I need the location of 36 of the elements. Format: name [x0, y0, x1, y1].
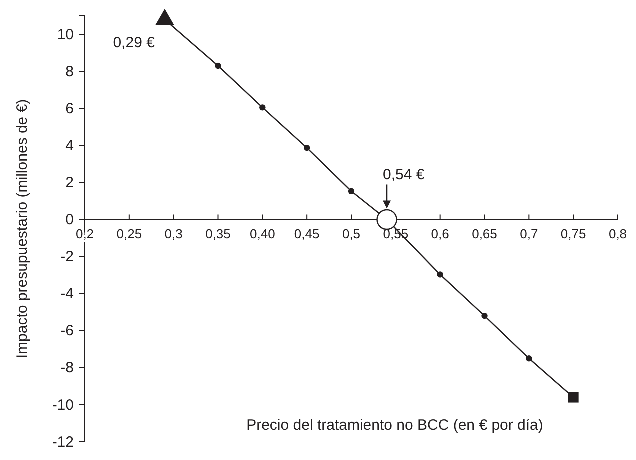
y-tick-label: -4 — [60, 286, 74, 303]
annotation: 0,54 € — [383, 166, 426, 184]
x-tick-label: 0,45 — [294, 226, 320, 242]
point — [437, 272, 444, 278]
point — [348, 188, 355, 194]
x-tick-label: 0,25 — [116, 226, 142, 242]
x-tick-label: 0,6 — [431, 226, 450, 242]
y-tick-label: 8 — [66, 63, 74, 80]
point — [304, 144, 310, 152]
x-tick-label: 0,35 — [206, 226, 231, 242]
x-tick-label: 0,7 — [520, 226, 538, 242]
y-tick-label: -10 — [52, 396, 74, 414]
y-tick-label: -2 — [60, 248, 74, 266]
annotation: 0,29 € — [113, 34, 156, 52]
point — [482, 312, 488, 320]
x-axis-title: Precio del tratamiento no BCC (en € por día) — [246, 417, 544, 434]
y-tick-label: -6 — [60, 322, 74, 340]
point — [568, 392, 579, 403]
point — [215, 62, 222, 70]
point — [376, 209, 398, 230]
y-tick-label: -8 — [60, 360, 74, 377]
x-tick-label: 0,75 — [560, 226, 586, 242]
y-tick-label: 4 — [66, 137, 74, 154]
x-tick-label: 0,65 — [472, 226, 498, 242]
y-tick-label: -12 — [52, 434, 74, 451]
x-tick-label: 0,40 — [250, 226, 276, 242]
point — [526, 356, 532, 362]
x-tick-label: 0,5 — [342, 226, 361, 242]
y-tick-label: 0 — [66, 212, 74, 229]
y-tick-label: 6 — [66, 100, 74, 118]
x-tick-label: 0,3 — [164, 226, 183, 242]
y-tick-label: 2 — [66, 174, 74, 192]
y-axis-title: Impacto presupuestario (millones de €) — [14, 99, 31, 359]
y-tick-label: 10 — [57, 26, 74, 44]
x-tick-label: 0,8 — [608, 226, 628, 242]
point — [260, 104, 266, 111]
